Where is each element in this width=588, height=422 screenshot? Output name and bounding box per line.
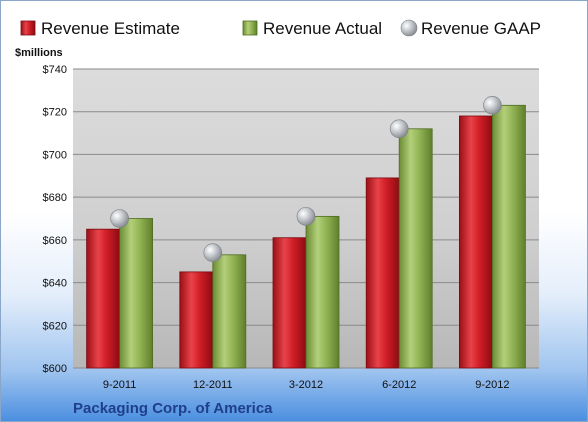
bar-revenue-actual xyxy=(305,215,340,369)
y-tick-label: $660 xyxy=(43,235,67,247)
x-category-label: 9-2011 xyxy=(103,379,136,391)
bar-revenue-actual xyxy=(119,218,153,369)
legend-label: Revenue Actual xyxy=(263,19,382,38)
y-tick-label: $600 xyxy=(43,363,67,375)
y-tick-label: $720 xyxy=(43,107,67,119)
x-category-label: 3-2012 xyxy=(289,379,323,391)
gaap-points xyxy=(110,96,502,262)
bar-revenue-estimate xyxy=(365,177,400,369)
legend-swatch xyxy=(400,19,418,37)
y-tick-label: $700 xyxy=(43,149,67,161)
x-category-label: 6-2012 xyxy=(382,379,416,391)
point-revenue-gaap xyxy=(296,207,316,226)
legend-label: Revenue GAAP xyxy=(421,19,541,38)
x-category-label: 9-2012 xyxy=(475,379,509,391)
point-revenue-gaap xyxy=(483,96,502,115)
bar-revenue-actual xyxy=(212,254,247,369)
bars xyxy=(86,104,526,369)
bar-revenue-estimate xyxy=(272,237,307,369)
legend: Revenue Estimate Revenue Actual Revenue GA… xyxy=(20,19,541,38)
legend-swatch xyxy=(20,20,36,36)
bar-revenue-actual xyxy=(398,128,433,369)
y-axis-unit-label: $millions xyxy=(15,47,63,59)
legend-label: Revenue Estimate xyxy=(41,19,180,38)
y-axis-ticks: $600 $620 $640 $660 $680 $700 $720 $740 xyxy=(43,64,67,375)
bar-revenue-estimate xyxy=(458,115,493,369)
y-tick-label: $640 xyxy=(43,278,67,290)
bar-revenue-estimate xyxy=(179,271,214,369)
point-revenue-gaap xyxy=(203,243,223,262)
point-revenue-gaap xyxy=(389,119,409,139)
x-category-label: 12-2011 xyxy=(193,379,233,391)
bar-revenue-actual xyxy=(491,104,526,369)
x-axis-categories: 9-2011 12-2011 3-2012 6-2012 9-2012 xyxy=(103,379,510,391)
legend-swatch xyxy=(242,20,258,36)
y-tick-label: $740 xyxy=(43,64,67,76)
bar-revenue-estimate xyxy=(86,228,120,369)
company-name: Packaging Corp. of America xyxy=(73,400,273,417)
point-revenue-gaap xyxy=(110,209,129,228)
y-tick-label: $620 xyxy=(43,320,67,332)
y-tick-label: $680 xyxy=(43,192,67,204)
